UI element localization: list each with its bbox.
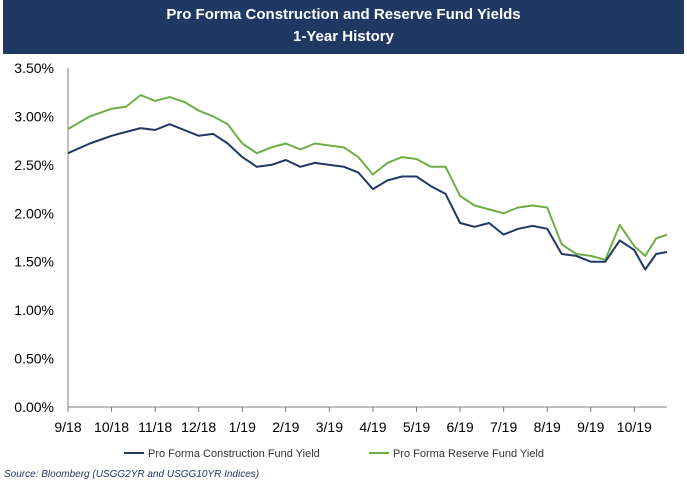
x-tick-label: 12/18	[181, 419, 216, 435]
y-tick-label: 2.50%	[14, 157, 54, 173]
y-tick-label: 1.50%	[14, 254, 54, 270]
x-tick-label: 5/19	[403, 419, 430, 435]
chart-subtitle: 1-Year History	[293, 28, 394, 45]
y-tick-label: 0.50%	[14, 351, 54, 367]
x-tick-label: 2/19	[272, 419, 299, 435]
construction-fund-yield-line	[67, 123, 668, 271]
reserve-fund-yield-line	[67, 94, 668, 261]
chart-axes	[67, 68, 667, 412]
chart-title: Pro Forma Construction and Reserve Fund …	[166, 6, 521, 23]
x-axis-tick-labels: 9/18 10/18 11/18 12/18 1/19 2/19 3/19 4/19 5/19 6…	[54, 419, 652, 435]
y-tick-label: 3.50%	[14, 60, 54, 76]
x-tick-label: 7/19	[490, 419, 517, 435]
chart-title-banner: Pro Forma Construction and Reserve Fund …	[3, 0, 684, 54]
x-tick-label: 9/18	[54, 419, 81, 435]
x-tick-label: 10/19	[617, 419, 652, 435]
source-note: Source: Bloomberg (USGG2YR and USGG10YR …	[4, 469, 260, 480]
legend-label-reserve: Pro Forma Reserve Fund Yield	[393, 448, 544, 460]
x-tick-label: 10/18	[94, 419, 129, 435]
x-tick-label: 11/18	[138, 419, 172, 435]
y-tick-label: 3.00%	[14, 108, 54, 124]
x-tick-label: 8/19	[534, 419, 561, 435]
legend-label-construction: Pro Forma Construction Fund Yield	[148, 448, 320, 460]
x-tick-label: 9/19	[577, 419, 604, 435]
x-tick-label: 1/19	[229, 419, 256, 435]
x-tick-label: 6/19	[446, 419, 473, 435]
y-tick-label: 2.00%	[14, 205, 54, 221]
y-tick-label: 0.00%	[14, 399, 54, 415]
chart-legend: Pro Forma Construction Fund Yield Pro For…	[124, 448, 544, 460]
y-axis-tick-labels: 0.00% 0.50% 1.00% 1.50% 2.00% 2.50% 3.00% 3.50%	[14, 60, 54, 415]
x-tick-label: 3/19	[316, 419, 343, 435]
chart-series	[67, 94, 668, 271]
y-tick-label: 1.00%	[14, 302, 54, 318]
x-tick-label: 4/19	[359, 419, 386, 435]
